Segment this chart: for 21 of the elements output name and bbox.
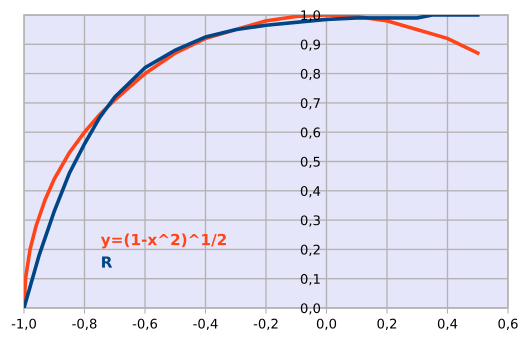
- y-tick-label: 0,5: [300, 156, 320, 168]
- y-tick-label: 0,9: [300, 40, 320, 51]
- x-tick-label: 0,2: [377, 318, 396, 330]
- y-tick-label: 0,0: [300, 303, 320, 315]
- y-tick-label: 0,7: [300, 98, 320, 110]
- x-tick-label: -0,2: [254, 318, 278, 330]
- x-tick-label: 0,6: [498, 318, 518, 330]
- text: y=(1-x^2)^1/2: [100, 233, 226, 248]
- x-tick-label: -0,8: [72, 318, 96, 330]
- x-tick-label: -0,4: [193, 318, 218, 330]
- y-tick-label: 0,8: [300, 68, 320, 80]
- text: R: [102, 256, 112, 268]
- x-tick-label: -0,6: [132, 318, 158, 330]
- y-tick-label: 0,6: [300, 127, 320, 139]
- x-tick-label: 0,0: [316, 318, 336, 330]
- y-tick-label: 0,4: [300, 186, 320, 198]
- y-tick-label: 0,1: [300, 274, 320, 286]
- y-tick-label: 0,2: [300, 244, 320, 256]
- x-tick-label: 0,4: [438, 318, 458, 330]
- x-tick-label: -1,0: [12, 318, 36, 330]
- y-tick-label: 0,3: [300, 215, 320, 227]
